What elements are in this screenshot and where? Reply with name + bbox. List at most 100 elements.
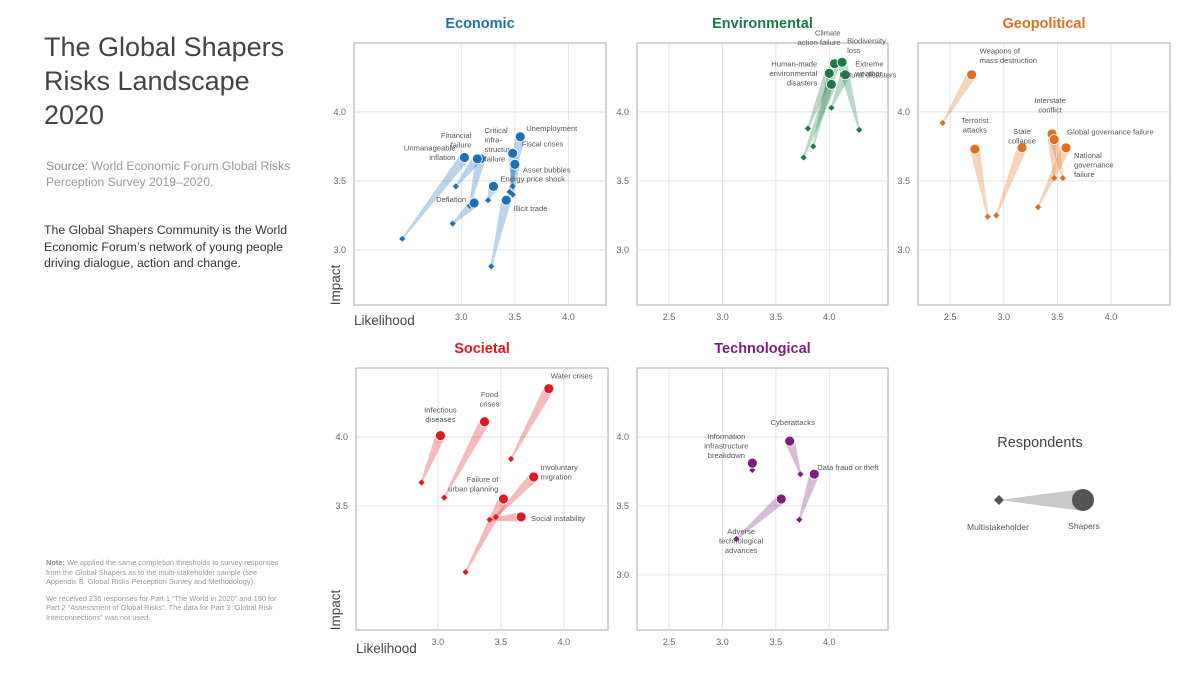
chart-panel-geopolitical: 2.5 3.0 3.5 4.0 3.0 3.5 4.0 Geopolitical Weapons… — [897, 16, 1171, 322]
risk-label: Extreme weather — [854, 60, 883, 79]
shapers-point — [1016, 142, 1028, 154]
risk-label: Weapons of mass destruction — [980, 47, 1037, 66]
risk-label-line: governance — [1074, 160, 1114, 169]
risk-label-line: Failure of — [467, 475, 500, 484]
risk-label-line: Interstate — [1034, 96, 1066, 105]
risk-label-line: Water crises — [551, 372, 593, 381]
risk-label-line: Adverse — [727, 527, 755, 536]
risk-label-line: migration — [541, 472, 572, 481]
legend-multistakeholder-label: Multistakeholder — [967, 522, 1029, 532]
risk-trail — [941, 72, 976, 124]
multistakeholder-point — [488, 263, 495, 270]
legend: Respondents Multistakeholder Shapers — [967, 435, 1100, 532]
panel-title: Technological — [714, 341, 810, 357]
risk-label-line: conflict — [1038, 106, 1063, 115]
note-label: Note: — [46, 558, 65, 567]
shapers-point — [459, 152, 470, 163]
risk-label: Climate action failure — [798, 29, 841, 48]
legend-shapers-label: Shapers — [1068, 521, 1100, 531]
y-tick-label: 4.0 — [333, 107, 346, 117]
y-tick-label: 4.0 — [897, 107, 910, 117]
x-tick-label: 3.0 — [716, 637, 729, 647]
x-tick-label: 3.5 — [770, 312, 783, 322]
x-tick-label: 3.0 — [432, 637, 445, 647]
risk-trail — [443, 419, 489, 498]
y-tick-label: 4.0 — [335, 432, 348, 442]
x-tick-label: 3.5 — [495, 637, 508, 647]
risk-label: Energy price shock — [500, 174, 565, 183]
shapers-point — [969, 143, 981, 155]
x-tick-label: 2.5 — [663, 312, 676, 322]
y-tick-label: 3.5 — [897, 176, 910, 186]
shapers-point — [543, 383, 555, 395]
risk-trail — [1037, 145, 1071, 208]
x-tick-label: 2.5 — [944, 312, 957, 322]
plot-frame — [353, 42, 607, 306]
y-tick-label: 3.0 — [616, 570, 629, 580]
risk-trail — [784, 439, 802, 475]
plot-frame — [636, 42, 889, 306]
risk-label: Critical infra-structure failure — [485, 126, 515, 164]
risk-trail — [830, 72, 850, 109]
risk-label: Global governance failure — [1067, 128, 1154, 137]
multistakeholder-point — [399, 235, 406, 242]
risk-label-line: Climate — [815, 29, 841, 38]
x-axis-title: Likelihood — [354, 313, 415, 328]
shapers-point — [509, 158, 521, 170]
y-tick-label: 3.5 — [616, 176, 629, 186]
chart-panel-societal: 3.0 3.5 4.0 3.5 4.0 Societal Water crises Food c… — [335, 341, 609, 647]
legend-multistakeholder-marker — [994, 495, 1004, 505]
y-tick-label: 3.5 — [616, 501, 629, 511]
shapers-point — [515, 511, 527, 523]
risk-label-line: Information — [707, 432, 745, 441]
risk-information-infrastructure-breakdown: Information infrastructure breakdown — [704, 432, 758, 474]
description: The Global Shapers Community is the Worl… — [44, 223, 288, 270]
risk-label: Water crises — [551, 372, 593, 381]
risk-label: Adverse technological advances — [719, 527, 764, 555]
risk-label-line: failure — [1074, 170, 1095, 179]
risk-label-line: structure — [485, 145, 515, 154]
x-tick-label: 2.5 — [663, 637, 676, 647]
multistakeholder-point — [856, 126, 863, 133]
plot-frame — [636, 367, 889, 631]
risk-label-line: Unemployment — [526, 124, 578, 133]
risk-label-line: Fiscal crises — [522, 139, 564, 148]
shapers-point — [468, 197, 480, 209]
risk-natural-disasters: Natural disasters — [800, 70, 897, 161]
risk-label: Involuntary migration — [541, 463, 578, 482]
multistakeholder-point — [796, 516, 803, 523]
y-tick-label: 4.0 — [616, 107, 629, 117]
risk-label-line: Biodiversity — [847, 36, 886, 45]
risk-label: Food crises — [480, 390, 500, 409]
risk-global-governance-failure: Global governance failure — [1048, 128, 1154, 182]
risk-energy-price-shock: Energy price shock — [484, 174, 565, 204]
risk-trail — [420, 433, 446, 483]
shapers-point — [823, 67, 835, 79]
risk-label-line: technological — [719, 537, 764, 546]
risk-trail — [489, 511, 522, 522]
legend-title: Respondents — [997, 435, 1082, 451]
multistakeholder-point — [1059, 175, 1066, 182]
risk-label: Illicit trade — [513, 204, 547, 213]
risk-label-line: mass destruction — [980, 56, 1037, 65]
y-tick-label: 3.5 — [335, 501, 348, 511]
risk-label: Interstate conflict — [1034, 96, 1066, 115]
shapers-point — [1048, 134, 1060, 145]
risk-trail — [1049, 138, 1064, 179]
risk-deflation: Deflation — [436, 195, 480, 227]
page-title: The Global Shapers Risks Landscape 2020 — [44, 32, 285, 130]
risk-asset-bubbles: Asset bubbles — [509, 158, 571, 198]
risk-trail — [735, 495, 785, 540]
risk-label: Cyberattacks — [771, 418, 816, 427]
risk-state-collapse: State collapse — [993, 127, 1036, 219]
x-tick-label: 4.0 — [823, 637, 836, 647]
risk-label: Biodiversity loss — [847, 36, 886, 55]
risk-label-line: Food — [481, 390, 498, 399]
risk-label: State collapse — [1008, 127, 1036, 146]
x-tick-label: 4.0 — [558, 637, 571, 647]
risk-national-governance-failure: National governance failure — [1034, 142, 1114, 211]
risk-adverse-technological-advances: Adverse technological advances — [719, 493, 787, 555]
y-tick-label: 3.0 — [897, 245, 910, 255]
shapers-point — [479, 416, 490, 428]
